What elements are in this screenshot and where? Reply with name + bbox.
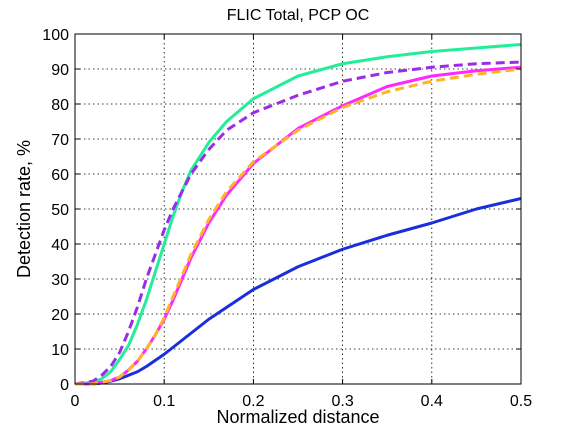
x-tick-label: 0.2 [242, 393, 264, 410]
x-tick-label: 0.5 [510, 393, 532, 410]
y-tick-label: 60 [51, 167, 69, 184]
y-axis-label: Detection rate, % [14, 140, 34, 278]
x-tick-label: 0.4 [421, 393, 443, 410]
y-tick-label: 30 [51, 272, 69, 289]
y-tick-label: 0 [60, 377, 69, 394]
x-tick-label: 0.3 [331, 393, 353, 410]
y-tick-label: 20 [51, 307, 69, 324]
x-tick-label: 0.1 [153, 393, 175, 410]
y-tick-label: 90 [51, 62, 69, 79]
series-group [74, 43, 522, 386]
x-tick-label: 0 [71, 393, 80, 410]
y-tick-label: 40 [51, 237, 69, 254]
y-tick-label: 10 [51, 342, 69, 359]
y-tick-label: 80 [51, 97, 69, 114]
y-tick-label: 100 [42, 27, 69, 44]
series-line-5 [75, 67, 522, 386]
y-tick-label: 70 [51, 132, 69, 149]
ticks: 0 0.1 0.2 0.3 0.4 0.5 0 10 20 30 40 50 60 70 80 90 100 [42, 27, 532, 410]
chart-title: FLIC Total, PCP OC [227, 7, 370, 24]
series-line-3 [74, 60, 522, 386]
x-axis-label: Normalized distance [216, 407, 379, 427]
series-line-2 [74, 43, 522, 386]
y-tick-label: 50 [51, 202, 69, 219]
